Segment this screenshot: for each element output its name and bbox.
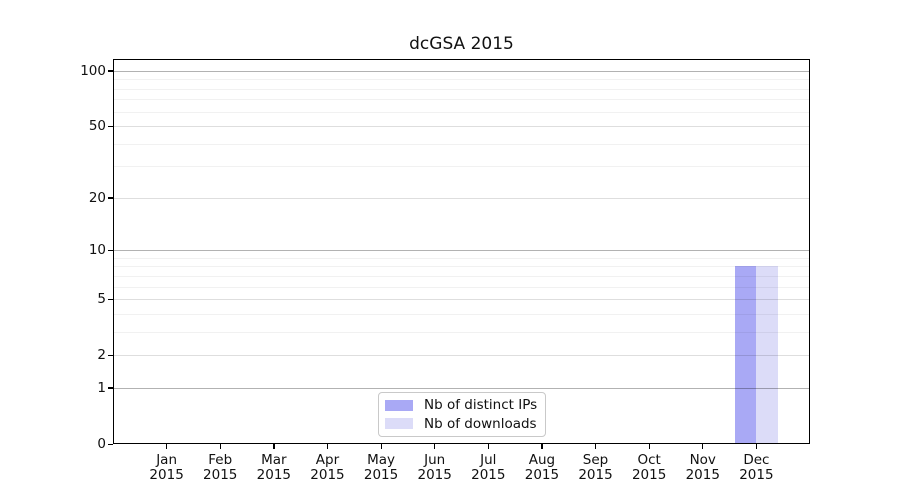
x-tick-mar (273, 444, 275, 449)
gridline-minor-6 (114, 286, 809, 288)
legend-item-downloads: Nb of downloads (385, 416, 539, 432)
x-label-month: May (367, 452, 396, 468)
x-tick-label-jun: Jun 2015 (403, 453, 467, 483)
gridline-5 (114, 299, 809, 301)
y-tick-label-5: 5 (97, 291, 106, 308)
legend-swatch-distinct-ips (385, 399, 413, 411)
x-tick-sep (595, 444, 597, 449)
gridline-minor-9 (114, 257, 809, 259)
gridline-minor-3 (114, 331, 809, 333)
y-tick-2 (108, 354, 113, 356)
x-label-month: Dec (743, 452, 770, 468)
x-label-year: 2015 (471, 467, 506, 483)
y-tick-label-20: 20 (88, 189, 106, 206)
x-tick-label-nov: Nov 2015 (671, 453, 735, 483)
legend-swatch-downloads (385, 418, 413, 430)
gridline-minor-90 (114, 79, 809, 81)
x-tick-feb (219, 444, 221, 449)
x-tick-label-oct: Oct 2015 (617, 453, 681, 483)
y-tick-1 (108, 387, 113, 389)
gridline-minor-8 (114, 266, 809, 268)
y-tick-label-0: 0 (97, 436, 106, 452)
x-label-year: 2015 (685, 467, 720, 483)
x-tick-label-may: May 2015 (349, 453, 413, 483)
y-tick-label-50: 50 (88, 118, 106, 135)
y-tick-100 (108, 70, 113, 72)
y-tick-20 (108, 197, 113, 199)
x-label-year: 2015 (203, 467, 238, 483)
chart-title: dcGSA 2015 (409, 34, 514, 54)
x-tick-jun (434, 444, 436, 449)
x-tick-oct (648, 444, 650, 449)
y-tick-label-10: 10 (88, 242, 106, 259)
x-label-month: Sep (582, 452, 609, 468)
plot-area-frame (113, 59, 810, 444)
bar-distinct-ips-dec (734, 266, 757, 444)
x-label-month: Jul (480, 452, 497, 468)
gridline-20 (114, 197, 809, 199)
y-tick-label-1: 1 (97, 379, 106, 396)
x-label-month: Apr (315, 452, 340, 468)
x-label-month: Nov (689, 452, 716, 468)
legend-label-distinct-ips: Nb of distinct IPs (424, 397, 538, 414)
x-tick-label-feb: Feb 2015 (188, 453, 252, 483)
gridline-2 (114, 355, 809, 357)
x-tick-label-mar: Mar 2015 (242, 453, 306, 483)
y-tick-50 (108, 125, 113, 127)
y-tick-5 (108, 298, 113, 300)
legend-label-downloads: Nb of downloads (424, 415, 537, 432)
y-tick-0 (108, 443, 113, 445)
x-tick-label-jul: Jul 2015 (456, 453, 520, 483)
gridline-minor-40 (114, 143, 809, 145)
x-tick-aug (541, 444, 543, 449)
x-tick-label-dec: Dec 2015 (724, 453, 788, 483)
x-label-month: Feb (208, 452, 233, 468)
x-label-year: 2015 (417, 467, 452, 483)
gridline-minor-80 (114, 88, 809, 90)
x-label-month: Jan (156, 452, 178, 468)
gridline-minor-30 (114, 166, 809, 168)
x-label-year: 2015 (631, 467, 667, 483)
gridline-minor-60 (114, 111, 809, 113)
y-tick-label-2: 2 (97, 347, 106, 364)
y-tick-label-100: 100 (80, 62, 106, 79)
gridline-minor-7 (114, 275, 809, 277)
x-label-month: Mar (261, 452, 287, 468)
x-tick-label-sep: Sep 2015 (564, 453, 628, 483)
gridline-minor-70 (114, 99, 809, 101)
x-label-year: 2015 (310, 467, 345, 483)
x-tick-nov (702, 444, 704, 449)
x-tick-jul (487, 444, 489, 449)
x-tick-may (380, 444, 382, 449)
x-tick-dec (755, 444, 758, 449)
x-label-year: 2015 (256, 467, 292, 483)
x-label-year: 2015 (739, 467, 774, 483)
gridline-50 (114, 126, 809, 128)
x-label-year: 2015 (524, 467, 560, 483)
gridline-minor-4 (114, 313, 809, 315)
gridline-10 (114, 250, 809, 252)
x-tick-apr (326, 444, 329, 449)
x-label-year: 2015 (363, 467, 399, 483)
x-label-year: 2015 (578, 467, 613, 483)
gridline-100 (114, 70, 809, 72)
x-label-year: 2015 (149, 467, 184, 483)
x-tick-label-aug: Aug 2015 (510, 453, 574, 483)
x-tick-label-apr: Apr 2015 (295, 453, 359, 483)
bar-downloads-dec (756, 266, 778, 444)
y-tick-10 (108, 249, 113, 251)
x-label-month: Oct (637, 452, 661, 468)
legend: Nb of distinct IPs Nb of downloads (378, 392, 546, 437)
x-tick-label-jan: Jan 2015 (135, 453, 199, 483)
gridline-1 (114, 388, 809, 389)
x-tick-jan (166, 444, 168, 449)
x-label-month: Jun (424, 452, 446, 468)
x-label-month: Aug (528, 452, 556, 468)
legend-item-distinct-ips: Nb of distinct IPs (385, 397, 539, 413)
